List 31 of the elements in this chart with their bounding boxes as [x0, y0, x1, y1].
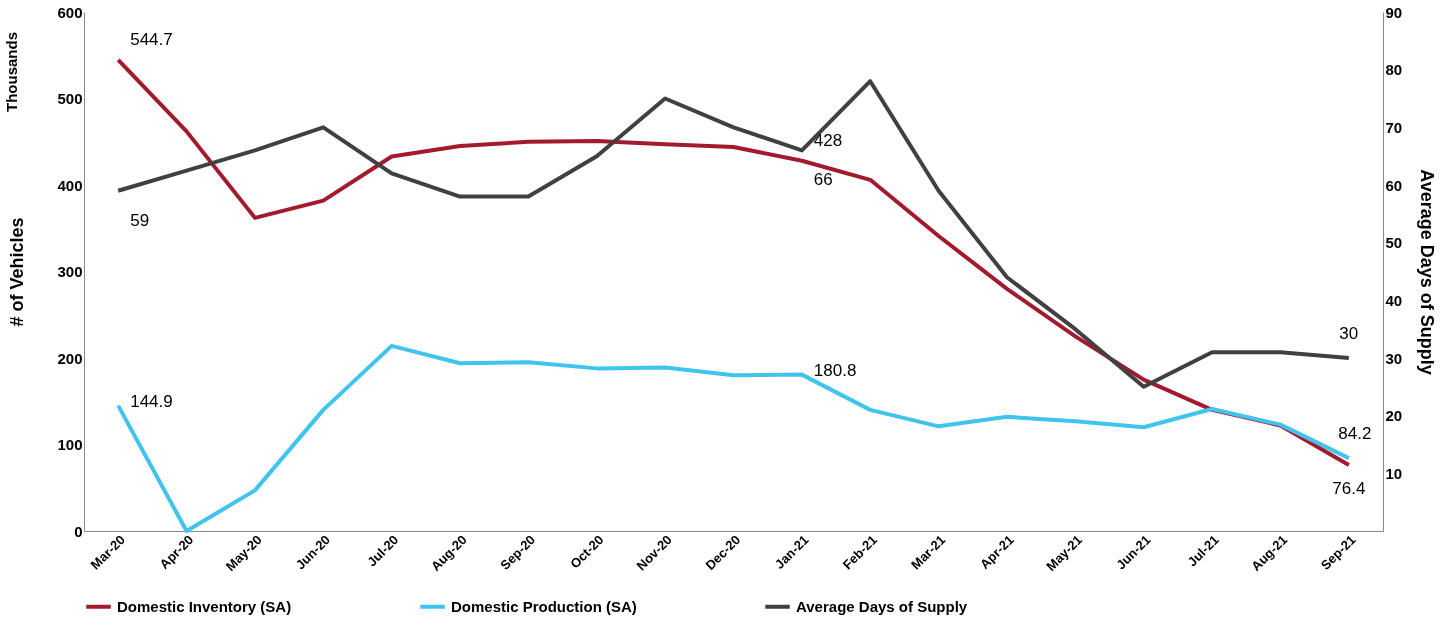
y2-tick-label: 40 [1385, 291, 1403, 309]
data-label: 59 [130, 210, 150, 230]
text: Thousands [3, 31, 20, 113]
y2-tick-label: 70 [1385, 118, 1403, 136]
y-tick-label: 400 [57, 176, 83, 194]
y-tick-label: 600 [57, 3, 83, 21]
data-label: 180.8 [813, 360, 857, 380]
y2-tick-label: 60 [1385, 176, 1403, 194]
y-axis-title: # of Vehicles [7, 217, 28, 327]
y2-tick-label: 10 [1385, 464, 1403, 482]
y-tick-label: 300 [57, 263, 83, 280]
data-label: 428 [813, 130, 843, 150]
data-label: 544.7 [130, 29, 173, 49]
y-tick-label: 100 [57, 436, 83, 453]
legend-label: Average Days of Supply [796, 597, 968, 615]
y-tick-label: 500 [57, 90, 83, 107]
y2-tick-label: 30 [1385, 349, 1403, 367]
data-label: 144.9 [130, 391, 173, 411]
y2-tick-label: 20 [1385, 407, 1403, 425]
legend-label: Domestic Production (SA) [451, 597, 637, 615]
y2-axis-title: Average Days of Supply [1417, 169, 1438, 375]
data-label: 84.2 [1338, 424, 1372, 444]
y-tick-label: 0 [74, 522, 83, 540]
data-label: 76.4 [1332, 478, 1366, 498]
data-label: 30 [1339, 324, 1359, 343]
legend-label: Domestic Inventory (SA) [117, 597, 292, 615]
y-tick-label: 200 [57, 349, 83, 367]
data-label: 66 [813, 170, 833, 190]
y2-tick-label: 90 [1385, 3, 1403, 21]
y2-tick-label: 80 [1385, 61, 1403, 79]
y2-tick-label: 50 [1385, 234, 1403, 252]
